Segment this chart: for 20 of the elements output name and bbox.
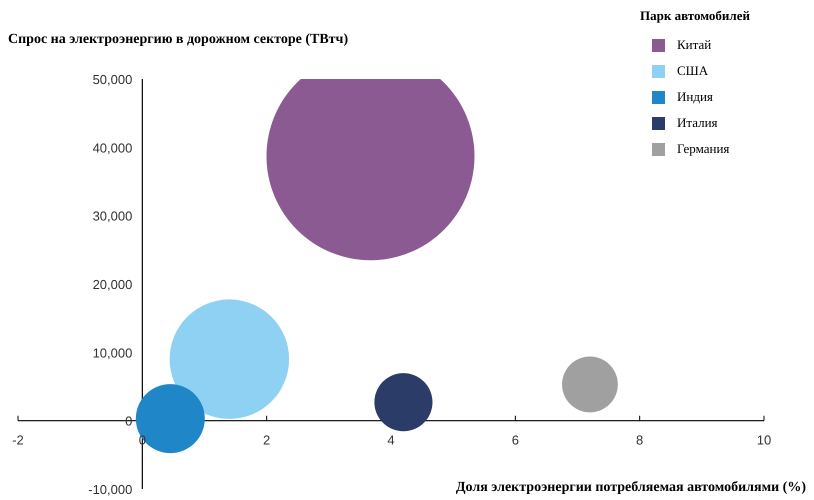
legend-label: Китай — [677, 37, 712, 53]
y-tick-label: 50,000 — [92, 72, 132, 87]
y-tick-label: 40,000 — [92, 140, 132, 156]
y-tick-label: 10,000 — [92, 345, 132, 360]
legend-label: Индия — [677, 89, 713, 105]
x-tick-label: 4 — [387, 432, 395, 448]
legend-label: Италия — [677, 115, 718, 131]
x-axis-title: Доля электроэнергии потребляемая автомобилями (%) — [456, 480, 806, 496]
legend-label: Германия — [677, 141, 730, 157]
x-tick-label: 6 — [512, 432, 519, 448]
y-axis-title: Спрос на электроэнергию в дорожном секторе (ТВтч) — [8, 32, 348, 48]
legend-label: США — [677, 63, 708, 79]
legend-title: Парк автомобилей — [640, 8, 751, 24]
x-tick-label: 10 — [756, 432, 772, 448]
y-tick-label: 20,000 — [92, 277, 132, 292]
x-tick-label: 8 — [636, 432, 644, 448]
x-tick-label: 2 — [263, 432, 270, 448]
y-tick-label: -10,000 — [88, 482, 132, 497]
y-tick-label: 30,000 — [92, 208, 132, 224]
x-tick-label: -2 — [12, 432, 24, 448]
